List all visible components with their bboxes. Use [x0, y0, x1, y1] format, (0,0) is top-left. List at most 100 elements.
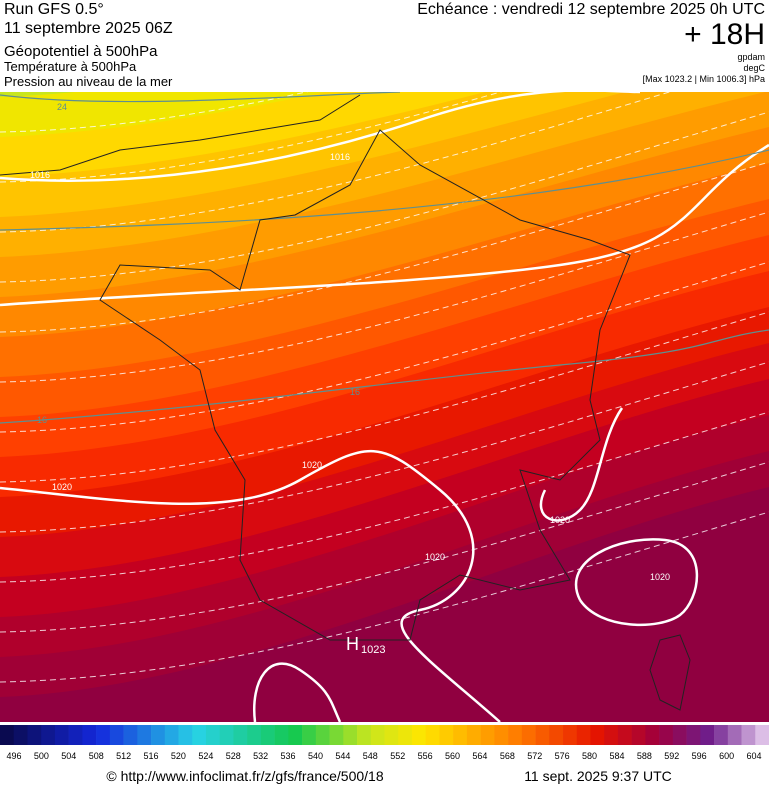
echeance: Echéance : vendredi 12 septembre 2025 0h… [417, 1, 765, 18]
legend-swatch [274, 725, 289, 745]
legend-swatch [439, 725, 454, 745]
legend-swatch [357, 725, 372, 745]
legend-label: 520 [171, 751, 186, 761]
legend-swatch [590, 725, 605, 745]
geopotential-contour [0, 161, 769, 333]
high-symbol: H [346, 634, 359, 654]
legend-swatch [123, 725, 138, 745]
legend-label: 544 [335, 751, 350, 761]
pressure-contour [0, 449, 501, 722]
layer-label: Température à 500hPa [4, 59, 137, 74]
legend-label: 592 [664, 751, 679, 761]
geopotential-contour [0, 461, 769, 633]
legend-swatch [714, 725, 729, 745]
legend-label: 588 [637, 751, 652, 761]
layer-label: Géopotentiel à 500hPa [4, 43, 158, 60]
legend-swatch [343, 725, 358, 745]
legend-swatch [315, 725, 330, 745]
legend-swatch [302, 725, 317, 745]
legend-label: 532 [253, 751, 268, 761]
unit: gpdam [737, 52, 765, 62]
legend-swatch [219, 725, 234, 745]
legend-swatch [247, 725, 262, 745]
legend-label: 600 [719, 751, 734, 761]
geopotential-contour [0, 411, 769, 583]
geopotential-contour [0, 311, 769, 483]
legend-label: 528 [226, 751, 241, 761]
legend-swatch [370, 725, 385, 745]
legend-label: 552 [390, 751, 405, 761]
legend-swatch [192, 725, 207, 745]
legend-label: 504 [61, 751, 76, 761]
contour-label: 16 [37, 415, 47, 425]
legend-swatch [260, 725, 275, 745]
temperature-contour [0, 92, 401, 103]
coastline [99, 129, 631, 641]
legend-swatch [13, 725, 28, 745]
run-date: 11 septembre 2025 06Z [4, 20, 173, 37]
contour-label: 1016 [30, 170, 50, 180]
legend-swatch [672, 725, 687, 745]
legend-label: 540 [308, 751, 323, 761]
legend-swatch [41, 725, 56, 745]
pressure-contour [0, 143, 769, 307]
legend-label: 512 [116, 751, 131, 761]
legend-label: 524 [198, 751, 213, 761]
legend-swatch [659, 725, 674, 745]
temperature-contour [0, 329, 769, 424]
geopotential-contour [0, 361, 769, 533]
legend-swatch [425, 725, 440, 745]
lead-time: + 18H [684, 18, 765, 51]
legend-swatch [411, 725, 426, 745]
legend-label: 508 [89, 751, 104, 761]
contour-label: 1020 [650, 572, 670, 582]
legend-label: 556 [418, 751, 433, 761]
legend-swatch [96, 725, 111, 745]
legend-label: 580 [582, 751, 597, 761]
coastline [649, 634, 691, 711]
legend-swatch [508, 725, 523, 745]
geopotential-contour [0, 92, 503, 183]
legend-label: 576 [555, 751, 570, 761]
legend-swatch [27, 725, 42, 745]
legend-swatch [700, 725, 715, 745]
geopotential-contour [0, 511, 769, 683]
unit: [Max 1023.2 | Min 1006.3] hPa [643, 74, 765, 84]
legend-swatch [645, 725, 660, 745]
legend-swatch [576, 725, 591, 745]
legend-label: 584 [609, 751, 624, 761]
color-legend: 496 500 504 508 512 516 520 524 528 532 536 540 544 5… [0, 725, 769, 761]
run-title: Run GFS 0.5° [4, 1, 104, 18]
pressure-contour [574, 538, 699, 627]
legend-swatch [741, 725, 756, 745]
legend-swatch [68, 725, 83, 745]
temperature-band [0, 487, 769, 722]
legend-swatch [453, 725, 468, 745]
geopotential-contour [0, 92, 671, 233]
legend-swatch [109, 725, 124, 745]
legend-swatch [384, 725, 399, 745]
legend-swatch [480, 725, 495, 745]
map-layer: 24 1016 1016 16 16 1020 1020 1020 1020 1020 H 1023 [0, 92, 769, 722]
pressure-contour [539, 407, 624, 522]
layer-label: Pression au niveau de la mer [4, 74, 173, 89]
legend-swatch [686, 725, 701, 745]
high-value: 1023 [361, 644, 385, 656]
contour-label: 1020 [302, 460, 322, 470]
geopotential-contour [0, 261, 769, 433]
legend-swatch [205, 725, 221, 745]
legend-label: 496 [6, 751, 21, 761]
legend-swatch [494, 725, 509, 745]
legend-swatch [54, 725, 69, 745]
legend-swatch [329, 725, 344, 745]
legend-label: 548 [363, 751, 378, 761]
legend-label: 516 [144, 751, 159, 761]
legend-swatch [151, 725, 166, 745]
contour-label: 1020 [550, 515, 570, 525]
legend-swatch [563, 725, 578, 745]
legend-swatch [604, 725, 619, 745]
legend-swatch [178, 725, 193, 745]
legend-swatch [727, 725, 742, 745]
legend-label: 604 [746, 751, 761, 761]
